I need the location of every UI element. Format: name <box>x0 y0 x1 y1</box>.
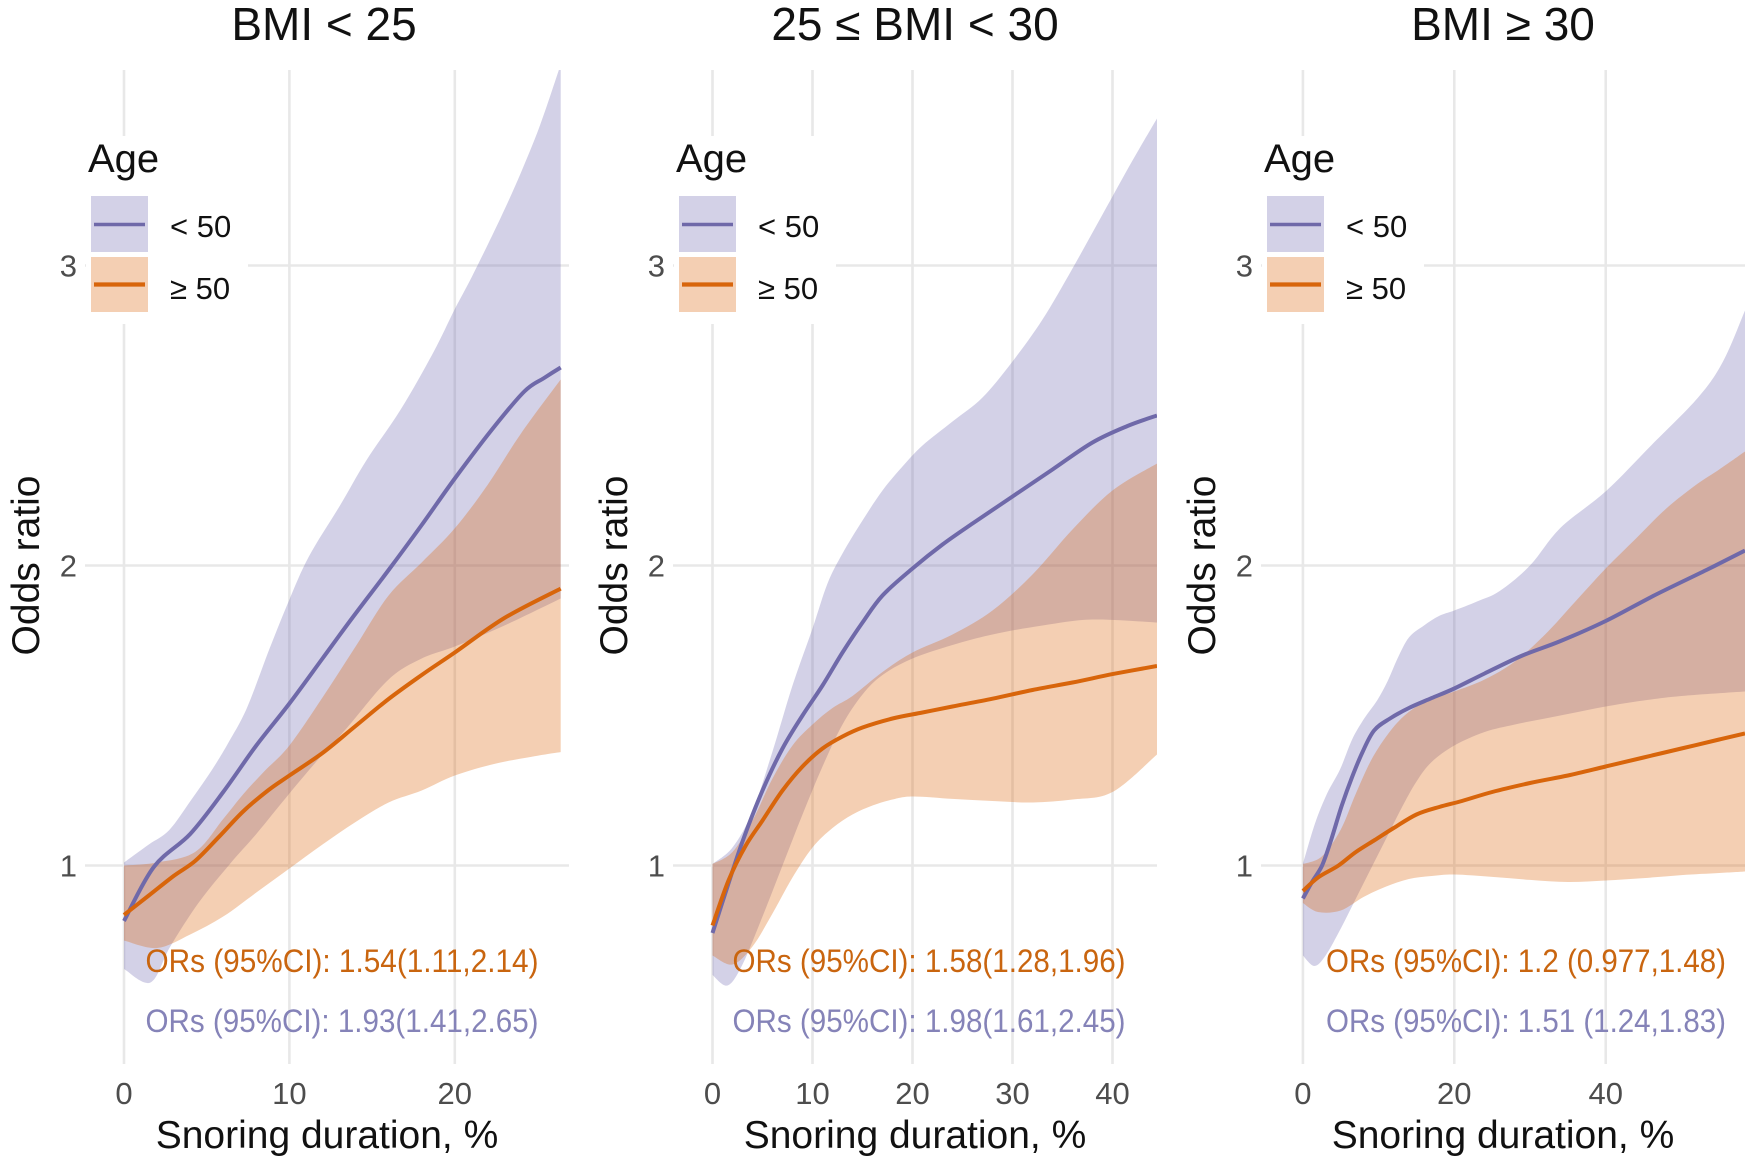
svg-text:40: 40 <box>1588 1076 1622 1111</box>
svg-text:BMI ≥ 30: BMI ≥ 30 <box>1411 0 1595 50</box>
svg-text:40: 40 <box>1095 1076 1129 1111</box>
svg-text:Snoring duration, %: Snoring duration, % <box>744 1114 1087 1157</box>
svg-text:< 50: < 50 <box>1346 209 1407 244</box>
svg-text:Age: Age <box>88 137 159 181</box>
svg-text:2: 2 <box>60 549 77 584</box>
svg-text:≥ 50: ≥ 50 <box>758 271 818 306</box>
svg-text:< 50: < 50 <box>170 209 231 244</box>
svg-text:ORs (95%CI): 1.58(1.28,1.96): ORs (95%CI): 1.58(1.28,1.96) <box>733 943 1126 979</box>
svg-text:1: 1 <box>60 849 77 884</box>
svg-text:10: 10 <box>272 1076 306 1111</box>
svg-text:2: 2 <box>1236 549 1253 584</box>
svg-text:< 50: < 50 <box>758 209 819 244</box>
svg-text:25 ≤ BMI < 30: 25 ≤ BMI < 30 <box>771 0 1058 50</box>
svg-text:ORs (95%CI): 1.2 (0.977,1.48): ORs (95%CI): 1.2 (0.977,1.48) <box>1326 943 1726 979</box>
svg-text:Odds ratio: Odds ratio <box>593 476 636 656</box>
svg-text:1: 1 <box>1236 849 1253 884</box>
svg-text:ORs (95%CI): 1.54(1.11,2.14): ORs (95%CI): 1.54(1.11,2.14) <box>146 943 539 979</box>
svg-text:10: 10 <box>795 1076 829 1111</box>
svg-text:≥ 50: ≥ 50 <box>170 271 230 306</box>
svg-text:Odds ratio: Odds ratio <box>1181 476 1224 656</box>
svg-text:20: 20 <box>438 1076 472 1111</box>
svg-text:3: 3 <box>60 249 77 284</box>
svg-text:Snoring duration, %: Snoring duration, % <box>1332 1114 1675 1157</box>
svg-text:ORs (95%CI): 1.98(1.61,2.45): ORs (95%CI): 1.98(1.61,2.45) <box>733 1003 1126 1039</box>
svg-text:0: 0 <box>704 1076 721 1111</box>
svg-text:Age: Age <box>1264 137 1335 181</box>
svg-text:20: 20 <box>1437 1076 1471 1111</box>
svg-text:2: 2 <box>648 549 665 584</box>
svg-text:20: 20 <box>895 1076 929 1111</box>
svg-text:1: 1 <box>648 849 665 884</box>
svg-text:Age: Age <box>676 137 747 181</box>
svg-text:BMI < 25: BMI < 25 <box>231 0 416 50</box>
svg-text:0: 0 <box>115 1076 132 1111</box>
svg-text:30: 30 <box>995 1076 1029 1111</box>
svg-text:3: 3 <box>1236 249 1253 284</box>
svg-text:Snoring duration, %: Snoring duration, % <box>156 1114 499 1157</box>
svg-text:ORs (95%CI): 1.51 (1.24,1.83): ORs (95%CI): 1.51 (1.24,1.83) <box>1326 1003 1726 1039</box>
svg-text:3: 3 <box>648 249 665 284</box>
svg-text:≥ 50: ≥ 50 <box>1346 271 1406 306</box>
svg-text:Odds ratio: Odds ratio <box>5 476 48 656</box>
svg-text:ORs (95%CI): 1.93(1.41,2.65): ORs (95%CI): 1.93(1.41,2.65) <box>146 1003 539 1039</box>
svg-text:0: 0 <box>1294 1076 1311 1111</box>
